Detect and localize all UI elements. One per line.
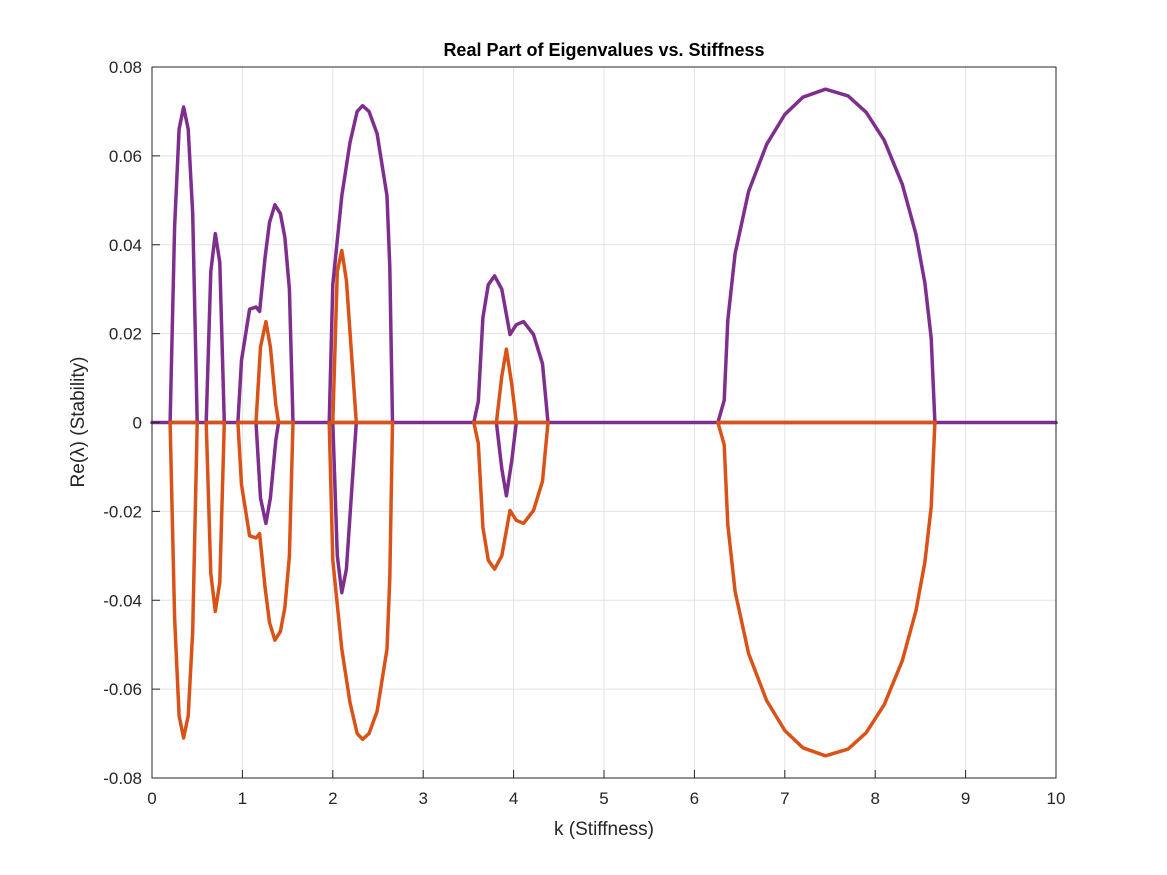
branch-orange-segment <box>716 420 937 758</box>
x-axis-label: k (Stiffness) <box>554 819 654 840</box>
plot-lines <box>150 87 1058 758</box>
x-tick-label: 7 <box>780 789 789 808</box>
branch-orange-segment <box>327 420 395 742</box>
x-tick-label: 4 <box>509 789 518 808</box>
axes-box <box>151 66 1057 779</box>
y-axis-label: Re(λ) (Stability) <box>68 357 89 488</box>
branch-purple-segment <box>327 103 395 425</box>
branch-purple-segment <box>331 420 359 595</box>
y-tick-label: 0.02 <box>109 325 142 344</box>
branch-purple-segment <box>494 420 519 498</box>
branch-purple-segment <box>204 231 227 425</box>
branch-purple-segment <box>716 87 937 425</box>
chart-title: Real Part of Eigenvalues vs. Stiffness <box>443 40 764 60</box>
axes: 0 1 2 3 4 5 6 7 8 9 10 -0.08 -0.06 -0.04 -0.02 0 0.02 0.0… <box>103 58 1065 808</box>
y-tick-label: 0.06 <box>109 147 142 166</box>
x-tick-label: 10 <box>1047 789 1066 808</box>
x-tick-label: 1 <box>238 789 247 808</box>
x-tick-label: 6 <box>690 789 699 808</box>
branch-orange-segment <box>168 420 199 740</box>
x-tick-label: 5 <box>599 789 608 808</box>
x-tick-label: 9 <box>961 789 970 808</box>
branch-purple-segment <box>236 203 295 425</box>
branch-orange-segment <box>254 319 281 425</box>
branch-orange-segment <box>204 420 227 614</box>
x-tick-label: 3 <box>418 789 427 808</box>
y-tick-label: 0 <box>133 414 142 433</box>
x-tick-label: 2 <box>328 789 337 808</box>
branch-orange-segment <box>472 420 550 571</box>
branch-orange-segment <box>494 347 519 425</box>
y-tick-label: -0.04 <box>103 591 142 610</box>
branch-purple-segment <box>168 105 199 425</box>
x-tick-label: 0 <box>147 789 156 808</box>
branch-orange-segment <box>236 420 295 642</box>
y-tick-label: 0.04 <box>109 236 142 255</box>
y-tick-label: -0.02 <box>103 502 142 521</box>
x-tick-label: 8 <box>870 789 879 808</box>
y-tick-label: 0.08 <box>109 58 142 77</box>
branch-purple-segment <box>254 420 281 526</box>
y-tick-label: -0.06 <box>103 680 142 699</box>
branch-orange-segment <box>331 248 359 425</box>
branch-purple-segment <box>472 274 550 425</box>
y-tick-label: -0.08 <box>103 769 142 788</box>
